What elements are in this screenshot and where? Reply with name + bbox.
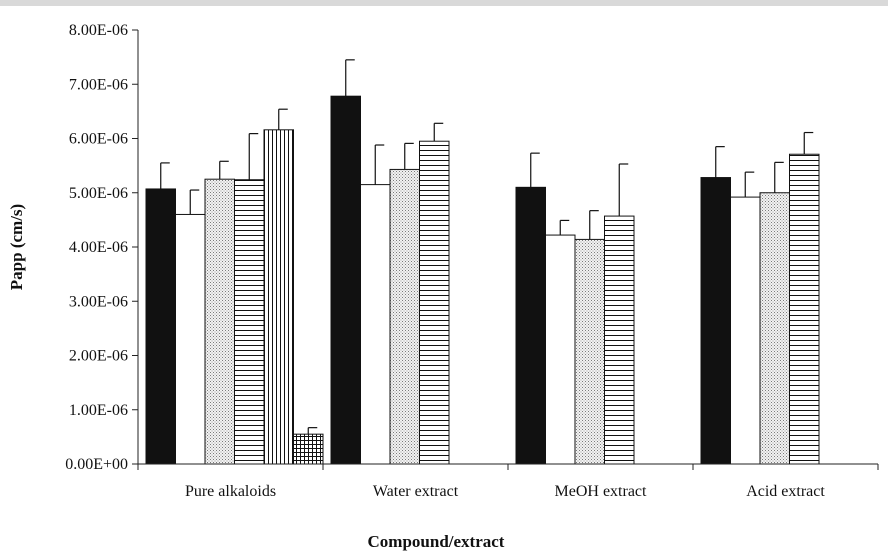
- y-tick-label: 4.00E-06: [69, 239, 128, 256]
- bar-horizontal-lines-2: [604, 215, 635, 465]
- y-tick-label: 3.00E-06: [69, 293, 128, 310]
- bars-group: [145, 59, 820, 465]
- bar-horizontal-lines-3: [789, 153, 820, 465]
- bar-dotted-0: [204, 178, 235, 465]
- bar-dotted-3: [759, 192, 790, 465]
- bar-crosshatch-0: [293, 433, 324, 465]
- y-tick-label: 8.00E-06: [69, 22, 128, 39]
- bar-horizontal-lines-0: [234, 179, 265, 465]
- x-axis-label: Compound/extract: [368, 532, 505, 551]
- bar-solid-black-1: [330, 95, 361, 465]
- bar-white-0: [175, 213, 206, 465]
- y-tick-label: 2.00E-06: [69, 348, 128, 365]
- bar-vertical-lines-0: [263, 129, 294, 465]
- bar-white-3: [730, 196, 761, 465]
- y-tick-label: 7.00E-06: [69, 76, 128, 93]
- bar-dotted-1: [389, 168, 420, 465]
- y-axis-label: Papp (cm/s): [7, 204, 26, 290]
- bar-dotted-2: [574, 238, 605, 465]
- x-tick-label: Water extract: [373, 483, 459, 500]
- bar-solid-black-0: [145, 188, 176, 465]
- y-tick-label: 0.00E+00: [65, 456, 128, 473]
- bar-white-1: [360, 184, 391, 465]
- x-axis-ticks: Pure alkaloids Water extract MeOH extract A…: [137, 464, 879, 500]
- bar-solid-black-3: [700, 177, 731, 465]
- bar-horizontal-lines-1: [419, 140, 450, 465]
- top-border: [0, 0, 888, 6]
- y-tick-label: 1.00E-06: [69, 402, 128, 419]
- x-tick-label: Pure alkaloids: [185, 483, 276, 500]
- y-axis-ticks: 0.00E+00 1.00E-06 2.00E-06 3.00E-06 4.00E-06…: [65, 22, 138, 473]
- bar-solid-black-2: [515, 186, 546, 465]
- y-tick-label: 5.00E-06: [69, 185, 128, 202]
- bar-white-2: [545, 234, 576, 465]
- x-tick-label: Acid extract: [746, 483, 825, 500]
- y-tick-label: 6.00E-06: [69, 131, 128, 148]
- x-tick-label: MeOH extract: [555, 483, 648, 500]
